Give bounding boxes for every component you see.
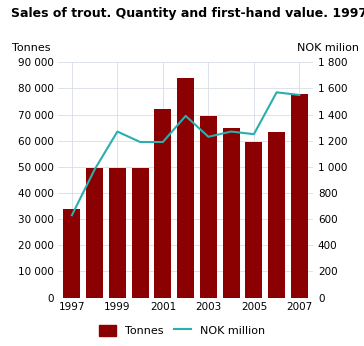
Bar [177,78,194,298]
Bar [268,131,285,298]
Text: Sales of trout. Quantity and first-hand value. 1997-2007: Sales of trout. Quantity and first-hand … [11,7,364,20]
Bar [109,168,126,298]
Text: NOK milion: NOK milion [297,43,359,53]
Bar [132,168,149,298]
Bar [291,94,308,298]
Bar [245,142,262,298]
Bar [63,209,80,298]
Text: Tonnes: Tonnes [12,43,51,53]
Bar [223,128,240,298]
Bar [154,109,171,298]
Legend: Tonnes, NOK million: Tonnes, NOK million [95,320,269,340]
Bar [86,168,103,298]
Bar [200,116,217,298]
